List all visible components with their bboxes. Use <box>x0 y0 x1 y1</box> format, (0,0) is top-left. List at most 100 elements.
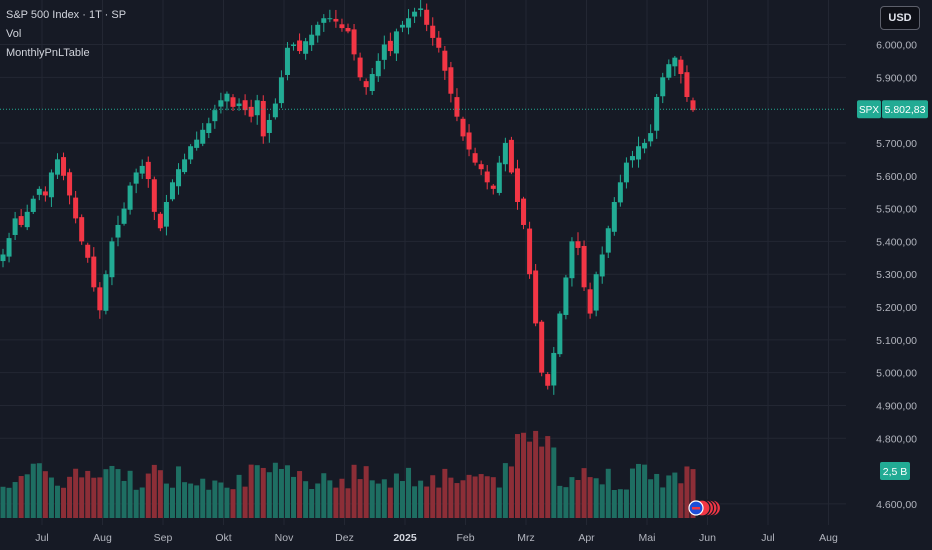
volume-bar <box>248 464 254 518</box>
volume-bar <box>490 477 496 518</box>
volume-bar <box>496 487 502 518</box>
volume-bar <box>315 483 321 518</box>
y-tick-label: 5.200,00 <box>876 302 917 314</box>
volume-bar <box>345 488 351 518</box>
volume-bar <box>54 485 60 518</box>
candle-body <box>418 8 424 10</box>
volume-bar <box>666 475 672 518</box>
volume-bar <box>629 468 635 518</box>
candle-body <box>339 24 345 29</box>
candle-body <box>200 129 206 144</box>
candle-body <box>672 57 678 67</box>
volume-bar <box>291 476 297 518</box>
candle-body <box>303 41 309 54</box>
candle-body <box>363 81 369 88</box>
candle-body <box>176 169 182 187</box>
last-price-value: 5.802,83 <box>885 104 926 116</box>
candle-body <box>351 29 357 55</box>
x-tick-label: Jun <box>699 532 716 544</box>
candle-body <box>424 9 430 25</box>
volume-bar <box>557 485 563 518</box>
candle-body <box>514 168 520 202</box>
candle-body <box>442 50 448 71</box>
candle-body <box>387 40 393 52</box>
candle-body <box>309 34 315 46</box>
candle-body <box>393 31 399 54</box>
volume-bar <box>418 480 424 518</box>
volume-bars <box>0 430 696 518</box>
candle-body <box>593 274 599 311</box>
candle-body <box>478 164 484 170</box>
candle-body <box>327 18 333 20</box>
volume-badge <box>880 462 910 480</box>
volume-bar <box>460 480 466 518</box>
time-axis[interactable]: Jul Aug Sep Okt Nov Dez 2025 Feb Mrz Apr Mai Jun Jul… <box>35 532 838 544</box>
candle-body <box>490 185 496 189</box>
volume-bar <box>611 489 617 518</box>
volume-bar <box>115 469 121 518</box>
volume-bar <box>127 470 133 518</box>
volume-bar <box>278 468 284 518</box>
volume-bar <box>266 472 272 518</box>
symbol-title[interactable]: S&P 500 Index · 1T · SP <box>6 9 127 21</box>
candle-body <box>127 185 133 210</box>
volume-bar <box>169 487 175 518</box>
candle-body <box>212 110 218 122</box>
candle-body <box>654 97 660 131</box>
volume-indicator-label[interactable]: Vol <box>6 28 22 40</box>
volume-bar <box>284 465 290 518</box>
candle-body <box>0 254 6 262</box>
candle-body <box>321 18 327 23</box>
volume-bar <box>406 467 412 518</box>
candle-body <box>218 100 224 107</box>
volume-bar <box>212 480 218 518</box>
volume-bar <box>527 441 533 518</box>
volume-bar <box>236 474 242 518</box>
volume-bar <box>569 477 575 518</box>
currency-button[interactable]: USD <box>880 6 920 30</box>
pnl-table-indicator-label[interactable]: MonthlyPnLTable <box>6 47 90 59</box>
candle-body <box>666 64 672 78</box>
candle-body <box>133 172 139 184</box>
x-tick-label: Jul <box>35 532 48 544</box>
volume-bar <box>333 487 339 518</box>
volume-bar <box>230 489 236 518</box>
volume-bar <box>272 462 278 518</box>
volume-bar <box>617 489 623 518</box>
candle-body <box>527 228 533 275</box>
candle-body <box>581 245 587 288</box>
volume-bar <box>678 483 684 518</box>
candle-body <box>539 321 545 373</box>
candle-body <box>484 171 490 183</box>
x-tick-label: Aug <box>93 532 112 544</box>
volume-bar <box>24 474 30 518</box>
candle-body <box>169 182 175 200</box>
volume-bar <box>593 478 599 518</box>
volume-bar <box>393 473 399 518</box>
volume-bar <box>636 463 642 518</box>
volume-bar <box>430 475 436 518</box>
x-tick-label: Nov <box>275 532 294 544</box>
volume-bar <box>6 487 12 518</box>
y-tick-label: 5.900,00 <box>876 72 917 84</box>
candle-body <box>642 142 648 149</box>
x-tick-label: Dez <box>335 532 354 544</box>
candle-body <box>121 208 127 224</box>
volume-bar <box>327 480 333 518</box>
candle-body <box>357 57 363 78</box>
candle-body <box>260 100 266 137</box>
volume-bar <box>654 473 660 518</box>
volume-bar <box>521 432 527 518</box>
event-markers[interactable] <box>688 499 722 517</box>
candle-body <box>236 103 242 107</box>
candle-body <box>248 106 254 117</box>
volume-bar <box>194 485 200 518</box>
candle-body <box>448 67 454 94</box>
symbol-badge-label: SPX <box>859 105 879 116</box>
volume-bar <box>387 487 393 518</box>
price-axis[interactable]: 6.000,00 5.900,00 5.700,00 5.600,00 5.500,00… <box>857 40 928 511</box>
volume-bar <box>660 487 666 518</box>
volume-bar <box>182 482 188 518</box>
volume-bar <box>133 489 139 518</box>
